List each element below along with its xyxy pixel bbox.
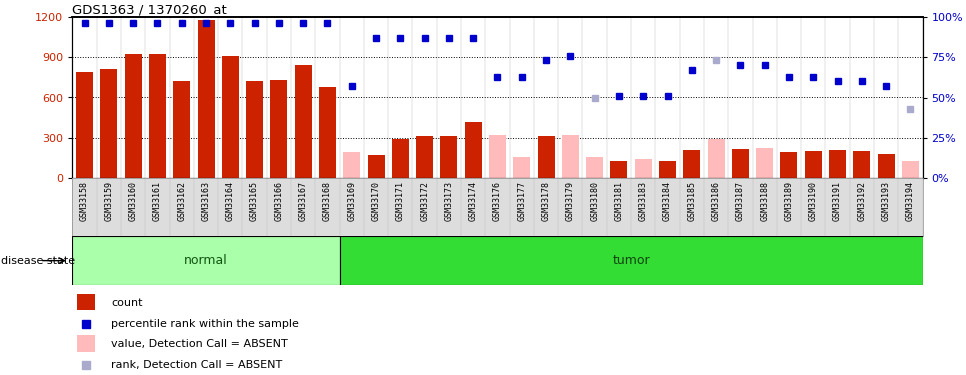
Text: tumor: tumor [612, 254, 650, 267]
Text: GSM33189: GSM33189 [784, 181, 793, 221]
Bar [805, 151, 822, 178]
Text: GSM33191: GSM33191 [833, 181, 842, 221]
Bar [173, 81, 190, 178]
Text: GSM33177: GSM33177 [517, 181, 526, 221]
Text: GSM33180: GSM33180 [590, 181, 599, 221]
Bar [465, 122, 482, 178]
Text: GSM33178: GSM33178 [542, 181, 551, 221]
Bar [659, 160, 676, 178]
Text: rank, Detection Call = ABSENT: rank, Detection Call = ABSENT [111, 360, 282, 370]
Text: GSM33161: GSM33161 [153, 181, 162, 221]
Text: GSM33166: GSM33166 [274, 181, 283, 221]
Bar [416, 136, 433, 178]
Bar [877, 154, 895, 178]
Text: GSM33168: GSM33168 [323, 181, 332, 221]
Bar [125, 54, 142, 178]
Text: GDS1363 / 1370260_at: GDS1363 / 1370260_at [72, 3, 227, 16]
Bar [707, 139, 724, 178]
Text: GSM33186: GSM33186 [712, 181, 721, 221]
Text: value, Detection Call = ABSENT: value, Detection Call = ABSENT [111, 339, 288, 350]
Text: GSM33169: GSM33169 [347, 181, 356, 221]
Bar [222, 56, 239, 178]
Text: GSM33194: GSM33194 [906, 181, 915, 221]
Bar [829, 150, 846, 178]
Bar [100, 69, 118, 178]
Bar [72, 236, 340, 285]
Bar [732, 148, 749, 178]
Text: GSM33181: GSM33181 [614, 181, 623, 221]
Bar [440, 136, 458, 178]
Text: GSM33159: GSM33159 [104, 181, 113, 221]
Bar [197, 20, 214, 178]
Text: GSM33187: GSM33187 [736, 181, 745, 221]
Text: disease state: disease state [1, 256, 75, 266]
Bar [246, 81, 263, 178]
Bar [343, 152, 360, 178]
Bar [367, 155, 384, 178]
Bar [392, 139, 409, 178]
Text: GSM33171: GSM33171 [396, 181, 405, 221]
Text: GSM33193: GSM33193 [882, 181, 891, 221]
Bar [319, 87, 336, 178]
Text: GSM33167: GSM33167 [298, 181, 308, 221]
Text: GSM33172: GSM33172 [420, 181, 429, 221]
Text: GSM33179: GSM33179 [566, 181, 575, 221]
Text: percentile rank within the sample: percentile rank within the sample [111, 319, 298, 329]
Bar [781, 152, 798, 178]
Bar [562, 135, 579, 178]
Bar [340, 236, 923, 285]
Text: GSM33158: GSM33158 [80, 181, 89, 221]
Bar [149, 54, 166, 178]
Text: count: count [111, 298, 143, 308]
Bar [489, 135, 506, 178]
Bar [270, 80, 288, 178]
Bar [77, 335, 95, 352]
Text: GSM33190: GSM33190 [809, 181, 818, 221]
Bar [611, 160, 628, 178]
Bar [756, 148, 773, 178]
Text: GSM33188: GSM33188 [760, 181, 769, 221]
Text: GSM33163: GSM33163 [202, 181, 211, 221]
Bar [586, 157, 603, 178]
Bar [513, 157, 530, 178]
Text: GSM33174: GSM33174 [469, 181, 478, 221]
Text: GSM33170: GSM33170 [372, 181, 381, 221]
Text: GSM33183: GSM33183 [639, 181, 648, 221]
Bar [537, 136, 554, 178]
Text: GSM33185: GSM33185 [687, 181, 696, 221]
Bar [295, 65, 312, 178]
Bar [683, 150, 700, 178]
Text: GSM33173: GSM33173 [444, 181, 453, 221]
Text: GSM33162: GSM33162 [177, 181, 186, 221]
Text: GSM33165: GSM33165 [250, 181, 259, 221]
Bar [853, 151, 870, 178]
Text: GSM33192: GSM33192 [857, 181, 867, 221]
Text: GSM33184: GSM33184 [663, 181, 672, 221]
Bar [76, 72, 93, 178]
Text: GSM33160: GSM33160 [128, 181, 138, 221]
Bar [77, 294, 95, 310]
Text: normal: normal [185, 254, 228, 267]
Text: GSM33164: GSM33164 [226, 181, 235, 221]
Bar [902, 160, 919, 178]
Bar [635, 159, 652, 178]
Text: GSM33176: GSM33176 [493, 181, 502, 221]
